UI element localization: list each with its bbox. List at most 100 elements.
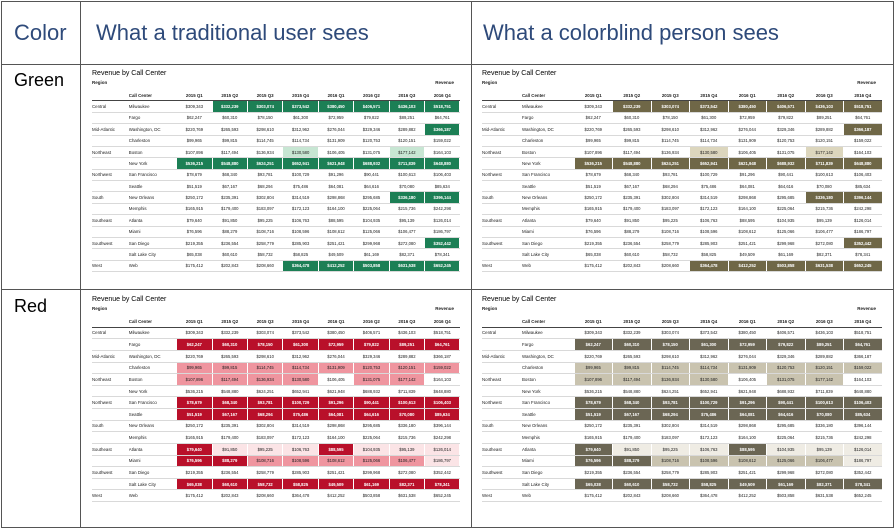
revenue-cell: $711,839 xyxy=(389,385,425,397)
revenue-cell: $136,934 xyxy=(651,374,689,385)
revenue-cell: $120,151 xyxy=(389,362,425,374)
table-row: Miami $76,596 $88,279 $108,716 $108,596 $108,… xyxy=(482,226,882,238)
revenue-cell: $364,478 xyxy=(283,260,318,271)
revenue-cell: $396,144 xyxy=(844,420,882,432)
table-row: South New Orleans $250,172 $235,391 $302,804… xyxy=(92,192,460,204)
revenue-cell: $329,346 xyxy=(354,350,389,362)
revenue-cell: $159,022 xyxy=(844,135,882,146)
region-cell: South xyxy=(482,195,494,201)
revenue-cell: $125,066 xyxy=(767,455,805,467)
divider xyxy=(2,289,893,290)
revenue-cell: $183,097 xyxy=(247,432,283,443)
revenue-cell: $76,596 xyxy=(574,455,612,467)
revenue-cell: $518,751 xyxy=(844,327,882,339)
revenue-cell: $648,880 xyxy=(844,158,882,169)
call-center-cell: Fargo xyxy=(128,115,141,121)
revenue-cell: $106,763 xyxy=(690,443,728,455)
revenue-cell: $175,412 xyxy=(574,260,612,271)
revenue-cell: $219,355 xyxy=(177,467,212,478)
revenue-cell: $299,968 xyxy=(354,467,389,478)
revenue-cell: $88,279 xyxy=(613,455,651,467)
revenue-cell: $49,509 xyxy=(318,478,354,490)
column-header: 2016 Q1 xyxy=(327,93,345,99)
revenue-cell: $75,486 xyxy=(283,409,318,420)
column-header: 2016 Q3 xyxy=(398,319,416,325)
revenue-cell: $117,494 xyxy=(613,146,651,158)
revenue-cell: $242,298 xyxy=(425,203,460,215)
revenue-cell: $114,745 xyxy=(247,362,283,374)
revenue-cell: $312,962 xyxy=(283,124,318,135)
table-row: Central Milwaukee $309,343 $332,239 $303,074… xyxy=(482,101,882,113)
revenue-cell: $364,478 xyxy=(283,490,318,501)
region-cell: Southwest xyxy=(92,469,113,475)
revenue-cell: $70,080 xyxy=(805,181,843,192)
revenue-cell: $99,815 xyxy=(613,135,651,146)
table-row: Seattle $51,519 $67,167 $68,294 $75,486 $64,0… xyxy=(92,181,460,193)
call-center-cell: Fargo xyxy=(522,115,534,121)
revenue-cell: $60,310 xyxy=(613,112,651,124)
revenue-cell: $64,081 xyxy=(318,181,354,192)
revenue-cell: $90,441 xyxy=(354,397,389,408)
revenue-table: Call Center 2015 Q1 2015 Q2 2015 Q3 2015 Q4 2… xyxy=(482,316,882,504)
revenue-cell: $202,843 xyxy=(613,490,651,501)
call-center-cell: Seattle xyxy=(128,183,143,189)
revenue-cell: $412,252 xyxy=(728,490,766,501)
table-row: Northwest San Francisco $78,679 $68,340 $93,… xyxy=(92,169,460,181)
revenue-cell: $265,593 xyxy=(212,350,247,362)
revenue-cell: $172,123 xyxy=(690,432,728,443)
revenue-cell: $621,948 xyxy=(318,385,354,397)
call-center-cell: Washington, DC xyxy=(522,126,554,132)
revenue-cell: $78,150 xyxy=(247,112,283,124)
revenue-cell: $412,252 xyxy=(728,260,766,271)
revenue-cell: $225,064 xyxy=(767,203,805,215)
revenue-cell: $711,839 xyxy=(805,158,843,169)
revenue-cell: $58,732 xyxy=(247,249,283,260)
revenue-cell: $652,245 xyxy=(425,490,460,501)
region-cell xyxy=(92,158,129,168)
revenue-cell: $298,868 xyxy=(728,192,766,203)
revenue-cell: $406,571 xyxy=(767,101,805,112)
revenue-cell: $159,022 xyxy=(844,362,882,374)
revenue-cell: $99,965 xyxy=(177,135,212,146)
table-header-row: Call Center 2015 Q1 2015 Q2 2015 Q3 2015 Q4 2… xyxy=(92,90,460,101)
revenue-cell: $406,571 xyxy=(354,101,389,112)
revenue-cell: $518,751 xyxy=(425,101,460,112)
revenue-cell: $366,187 xyxy=(844,124,882,135)
revenue-cell: $366,187 xyxy=(844,350,882,362)
revenue-cell: $106,763 xyxy=(283,215,318,226)
revenue-cell: $309,343 xyxy=(574,101,612,112)
revenue-cell: $364,478 xyxy=(690,490,728,501)
revenue-cell: $95,225 xyxy=(247,215,283,226)
call-center-cell: Salt Lake City xyxy=(128,481,156,487)
region-cell: Southwest xyxy=(482,469,503,475)
revenue-cell: $126,014 xyxy=(425,443,460,455)
revenue-cell: $88,595 xyxy=(728,215,766,226)
revenue-cell: $235,391 xyxy=(212,192,247,203)
revenue-cell: $219,355 xyxy=(574,467,612,478)
revenue-cell: $114,745 xyxy=(651,362,689,374)
revenue-cell: $76,596 xyxy=(177,455,212,467)
revenue-cell: $652,245 xyxy=(844,490,882,501)
revenue-cell: $70,080 xyxy=(805,409,843,420)
header-rule xyxy=(482,100,882,102)
region-cell xyxy=(92,339,129,350)
region-cell xyxy=(482,363,522,374)
call-center-cell: Fargo xyxy=(522,342,534,348)
revenue-cell: $49,509 xyxy=(318,249,354,260)
revenue-cell: $352,442 xyxy=(425,237,460,249)
column-header: 2015 Q2 xyxy=(623,319,641,325)
table-row: Southwest San Diego $219,355 $236,554 $258,7… xyxy=(482,237,882,250)
region-cell: Northwest xyxy=(482,400,502,406)
revenue-cell: $396,144 xyxy=(425,420,460,432)
revenue-cell: $250,172 xyxy=(574,420,612,432)
table-row: Fargo $62,247 $60,310 $78,150 $61,300 $72,959… xyxy=(92,112,460,125)
revenue-cell: $215,736 xyxy=(389,432,425,443)
revenue-cell: $72,959 xyxy=(318,339,354,350)
header-rule xyxy=(92,326,460,328)
revenue-cell: $309,343 xyxy=(177,327,212,339)
revenue-cell: $91,296 xyxy=(728,169,766,180)
revenue-cell: $58,825 xyxy=(283,249,318,260)
revenue-cell: $314,519 xyxy=(283,192,318,203)
revenue-cell: $61,169 xyxy=(767,249,805,260)
region-cell: Central xyxy=(92,104,107,110)
